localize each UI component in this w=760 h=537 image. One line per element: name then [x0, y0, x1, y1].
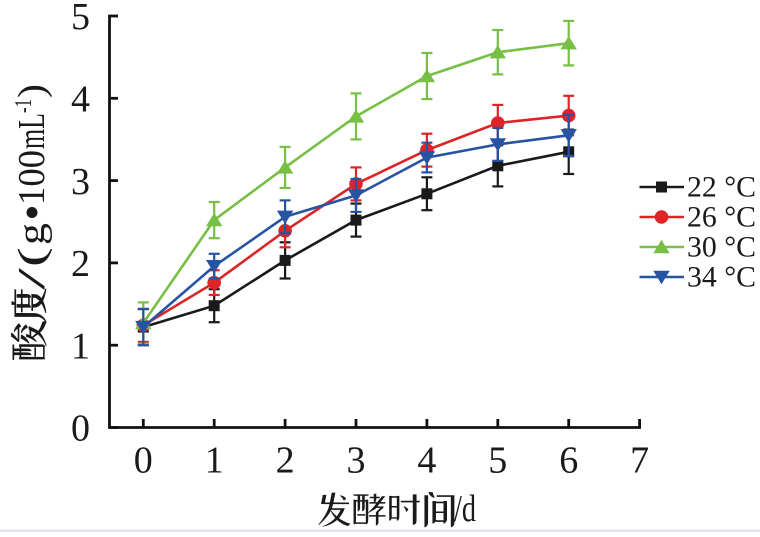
svg-text:26 °C: 26 °C	[687, 201, 756, 234]
svg-text:0: 0	[71, 408, 90, 450]
svg-text:0: 0	[134, 440, 153, 482]
svg-text:g: g	[11, 223, 53, 245]
svg-text:4: 4	[417, 440, 436, 482]
svg-text:100: 100	[11, 150, 53, 205]
svg-text:2: 2	[276, 440, 295, 482]
svg-text:mL: mL	[11, 113, 53, 149]
svg-text:1: 1	[71, 325, 90, 367]
svg-text:/d: /d	[454, 488, 476, 530]
svg-text:3: 3	[71, 161, 90, 203]
svg-text:2: 2	[71, 243, 90, 285]
svg-text:5: 5	[488, 440, 507, 482]
svg-text:1: 1	[205, 440, 224, 482]
svg-text:7: 7	[630, 440, 649, 482]
svg-text:5: 5	[71, 0, 90, 38]
svg-text:/: /	[11, 267, 53, 290]
svg-text:22 °C: 22 °C	[687, 171, 756, 204]
svg-text:4: 4	[71, 79, 90, 121]
svg-text:): )	[11, 84, 53, 98]
svg-text:3: 3	[347, 440, 366, 482]
svg-text:(: (	[11, 247, 53, 267]
svg-text:34 °C: 34 °C	[687, 261, 756, 294]
svg-text:-1: -1	[11, 99, 37, 113]
svg-text:30 °C: 30 °C	[687, 231, 756, 264]
svg-text:6: 6	[559, 440, 578, 482]
